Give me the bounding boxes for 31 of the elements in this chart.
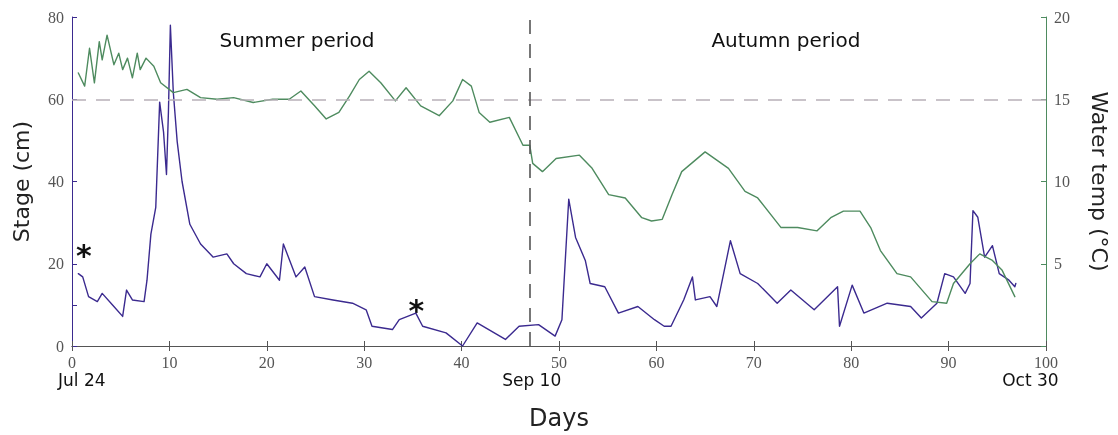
x-tick-label: 30 xyxy=(356,353,373,371)
y2-tick-label: 15 xyxy=(1054,90,1070,108)
x-tick-label: 80 xyxy=(843,353,860,371)
text: Jul 24 xyxy=(57,370,106,390)
x-tick-label: 40 xyxy=(453,353,470,371)
annotation: * xyxy=(75,237,92,273)
y2-axis-title: Water temp (°C) xyxy=(1086,91,1112,272)
x-tick-label: 0 xyxy=(68,353,76,371)
y2-tick-label: 20 xyxy=(1054,8,1070,26)
text: Sep 10 xyxy=(502,370,562,390)
y-axis-title: Stage (cm) xyxy=(8,120,34,243)
y-tick-label: 40 xyxy=(48,173,64,190)
x-tick-label: 50 xyxy=(551,353,567,371)
y2-tick-label: 10 xyxy=(1054,173,1070,190)
annotation: Autumn period xyxy=(711,28,861,52)
y-tick-label: 80 xyxy=(48,8,64,26)
x-tick-label: 100 xyxy=(1034,353,1058,371)
x-tick-label: 70 xyxy=(745,353,762,371)
y-tick-label: 60 xyxy=(48,90,64,108)
x-tick-label: 10 xyxy=(161,353,178,371)
y2-tick-label: 5 xyxy=(1054,255,1062,273)
x-axis-title: Days xyxy=(529,404,589,432)
line-series xyxy=(77,24,1017,347)
y-tick-label: 0 xyxy=(56,337,64,355)
x-tick-label: 60 xyxy=(648,353,665,371)
annotation: * xyxy=(408,292,425,328)
annotation: Summer period xyxy=(219,28,375,52)
x-tick-label: 20 xyxy=(258,353,275,371)
x-tick-label: 90 xyxy=(940,353,957,371)
y-tick-label: 20 xyxy=(48,255,64,273)
text: Oct 30 xyxy=(1002,370,1059,390)
